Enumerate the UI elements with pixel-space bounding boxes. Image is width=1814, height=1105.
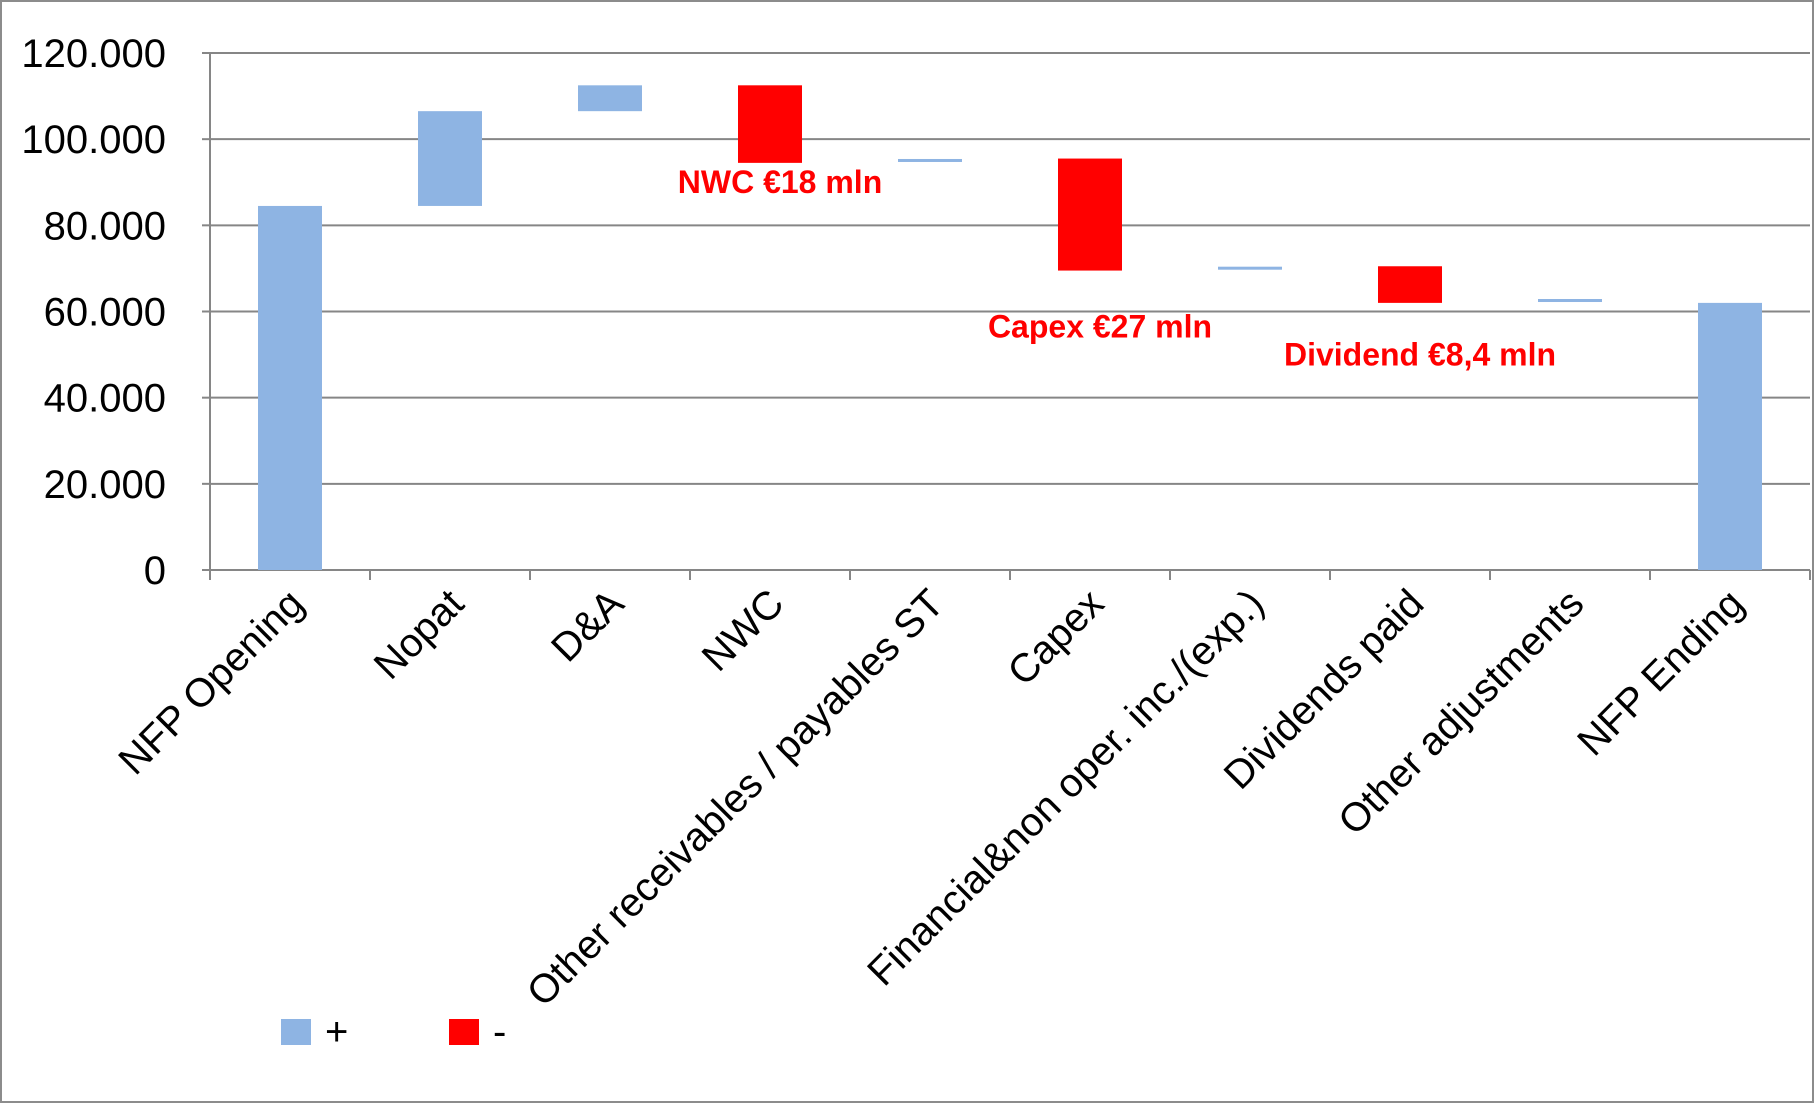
y-tick-label: 60.000 xyxy=(44,291,166,335)
y-tick-label: 120.000 xyxy=(21,32,166,76)
annotation-label: Dividend €8,4 mln xyxy=(1284,336,1556,372)
legend-swatch xyxy=(449,1019,479,1045)
x-tick-label: NFP Ending xyxy=(1569,581,1752,764)
y-tick-label: 100.000 xyxy=(21,118,166,162)
bar-9 xyxy=(1538,299,1602,303)
bar-1 xyxy=(258,205,322,570)
bar-7 xyxy=(1218,266,1282,270)
bar-10 xyxy=(1698,302,1762,570)
x-tick-label: NFP Opening xyxy=(110,581,312,783)
x-tick-label: D&A xyxy=(543,581,632,670)
y-tick-label: 20.000 xyxy=(44,463,166,507)
bar-6 xyxy=(1058,158,1122,271)
y-tick-label: 80.000 xyxy=(44,204,166,248)
y-tick-label: 0 xyxy=(144,549,166,593)
annotation-label: NWC €18 mln xyxy=(678,164,882,200)
legend-swatch xyxy=(281,1019,311,1045)
x-tick-label: Nopat xyxy=(366,581,473,688)
y-tick-label: 40.000 xyxy=(44,377,166,421)
x-tick-label: NWC xyxy=(694,581,793,680)
legend-label: - xyxy=(493,1010,506,1054)
annotation-label: Capex €27 mln xyxy=(988,308,1212,344)
x-tick-label: Capex xyxy=(999,581,1112,694)
bar-8 xyxy=(1378,266,1442,303)
bar-3 xyxy=(578,85,642,112)
legend-label: + xyxy=(325,1010,348,1054)
bar-5 xyxy=(898,158,962,162)
bar-4 xyxy=(738,85,802,163)
bar-2 xyxy=(418,111,482,206)
